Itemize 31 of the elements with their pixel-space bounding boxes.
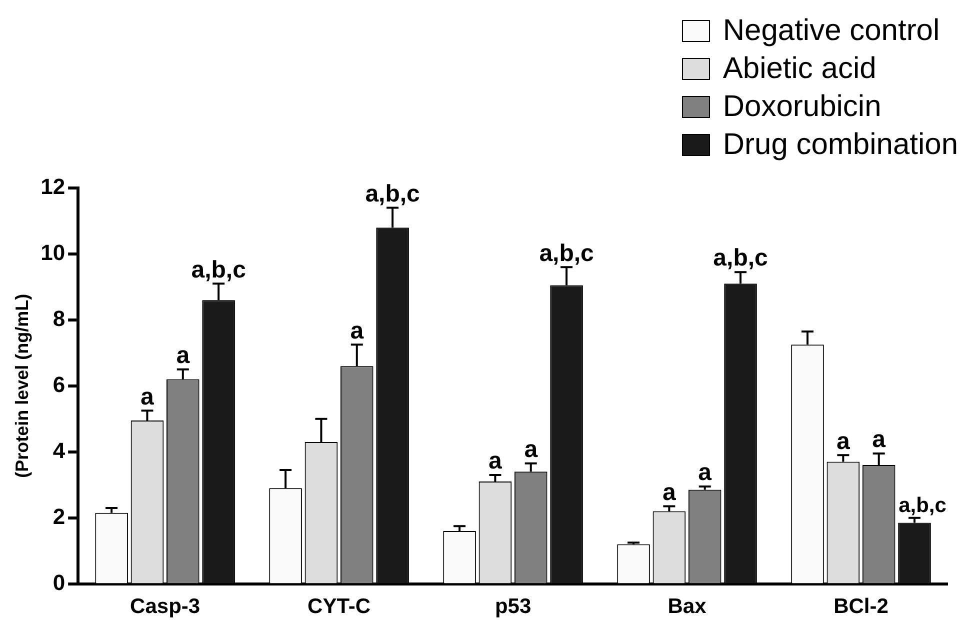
legend-label: Drug combination <box>722 128 958 162</box>
x-tick-label: BCl-2 <box>834 595 888 618</box>
annotation: a,b,c <box>713 244 768 272</box>
annotation: a <box>176 342 190 370</box>
y-tick-label: 8 <box>52 306 66 331</box>
annotation: a <box>698 459 712 486</box>
annotation: a <box>836 428 850 455</box>
annotation: a <box>140 383 155 410</box>
x-tick-label: Casp-3 <box>130 595 200 618</box>
y-tick-label: 0 <box>52 570 66 595</box>
legend-label: Doxorubicin <box>722 90 882 124</box>
x-tick-label: p53 <box>494 595 532 618</box>
y-tick-label: 12 <box>40 174 66 200</box>
y-axis-title: (Protein level (ng/mL) <box>12 294 32 478</box>
annotation: a <box>872 426 886 454</box>
y-tick-label: 2 <box>52 504 66 529</box>
x-tick-label: CYT-C <box>308 595 371 618</box>
x-tick-label: Bax <box>668 595 707 618</box>
y-tick-label: 10 <box>40 240 66 266</box>
annotation: a <box>524 436 538 464</box>
annotation: a,b,c <box>365 180 420 208</box>
annotation: a,b,c <box>898 494 947 518</box>
annotation: a <box>350 317 364 344</box>
annotation: a <box>662 478 677 506</box>
legend-label: Negative control <box>722 14 940 48</box>
legend-label: Abietic acid <box>722 52 876 86</box>
y-tick-label: 4 <box>52 438 66 463</box>
annotation: a,b,c <box>191 256 246 284</box>
annotation: a,b,c <box>539 240 594 267</box>
y-tick-label: 6 <box>52 372 66 397</box>
annotation: a <box>488 448 503 475</box>
